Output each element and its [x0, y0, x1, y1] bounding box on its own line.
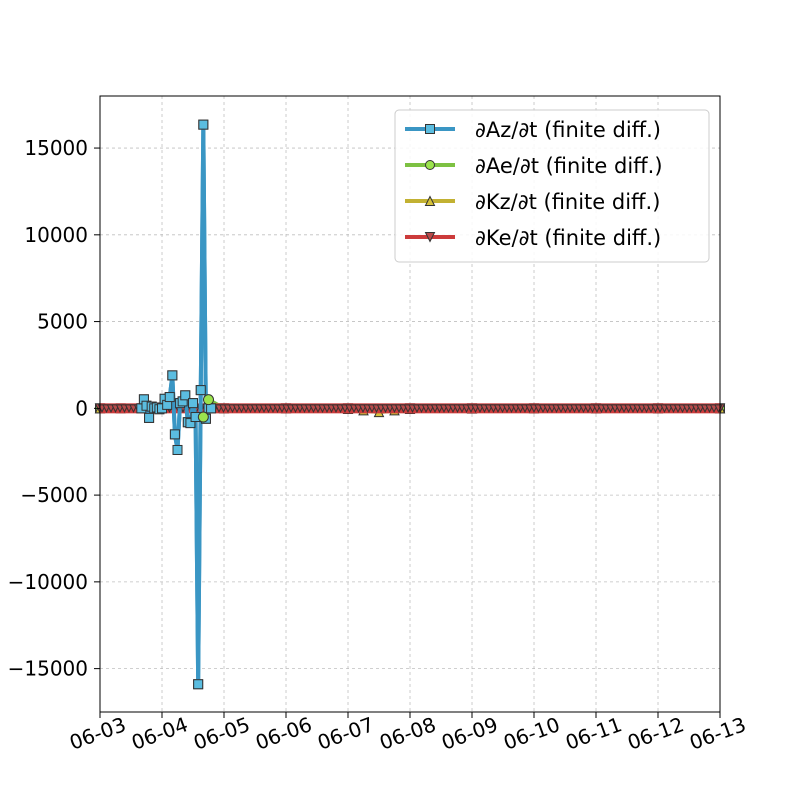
data-point — [180, 390, 191, 401]
legend-label: ∂Ke/∂t (finite diff.) — [475, 226, 661, 250]
y-tick-label: −5000 — [20, 483, 88, 507]
data-point — [203, 394, 214, 406]
data-point — [185, 418, 196, 429]
series-layer — [94, 119, 726, 690]
y-tick-label: −10000 — [8, 570, 88, 594]
legend-label: ∂Ae/∂t (finite diff.) — [475, 154, 663, 178]
data-point — [164, 392, 175, 403]
data-point — [193, 679, 204, 690]
legend-marker — [425, 124, 435, 134]
data-point — [198, 119, 209, 130]
series-0-overlay — [136, 119, 217, 690]
legend-box — [394, 109, 710, 263]
legend-marker — [425, 160, 435, 170]
legend: ∂Az/∂t (finite diff.) ∂Ae/∂t (finite diff… — [394, 109, 710, 263]
data-point — [144, 412, 155, 423]
y-tick-label: −15000 — [8, 657, 88, 681]
legend-marker — [424, 232, 436, 243]
legend-marker — [424, 195, 436, 206]
zero-band — [97, 403, 723, 414]
data-point — [172, 444, 183, 455]
data-point — [206, 403, 217, 414]
legend-label: ∂Kz/∂t (finite diff.) — [475, 190, 660, 214]
data-point — [195, 385, 206, 396]
data-point — [167, 370, 178, 381]
data-point — [188, 398, 198, 409]
legend-label: ∂Az/∂t (finite diff.) — [475, 118, 661, 142]
data-point — [169, 429, 180, 440]
y-tick-label: 10000 — [24, 223, 88, 247]
y-tick-label: 15000 — [24, 136, 88, 160]
y-tick-label: 0 — [75, 396, 88, 420]
data-point — [197, 411, 209, 423]
y-tick-label: 5000 — [37, 310, 88, 334]
